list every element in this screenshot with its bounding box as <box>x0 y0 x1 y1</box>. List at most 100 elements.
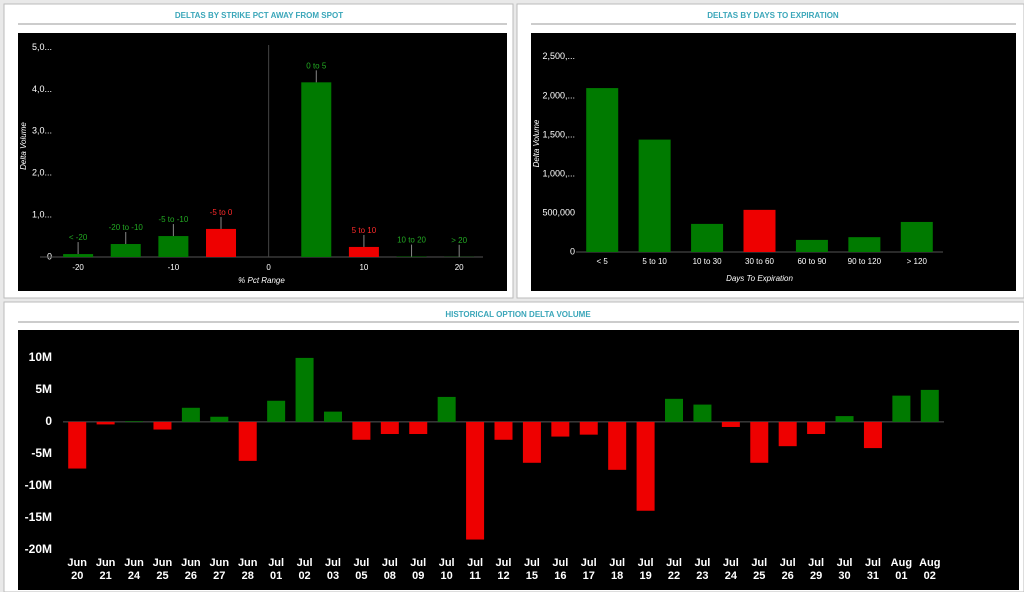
y-tick-label: 0 <box>570 246 575 256</box>
y-tick-label: 3,0... <box>32 126 52 136</box>
x-axis-title: Days To Expiration <box>726 274 793 283</box>
y-tick-label: 0 <box>45 414 52 428</box>
x-tick-label: 0 <box>266 263 271 272</box>
x-tick-label: Jul 26 <box>779 557 796 582</box>
chart-title: DELTAS BY DAYS TO EXPIRATION <box>707 11 839 20</box>
bar <box>920 389 939 422</box>
x-tick-label: Jun 26 <box>181 557 201 582</box>
y-tick-label: 1,000,... <box>542 168 575 178</box>
bar <box>409 421 428 435</box>
plot-background <box>18 33 507 291</box>
plot-background <box>18 330 1019 590</box>
bar <box>181 407 200 422</box>
y-tick-label: -10M <box>25 478 52 492</box>
bar <box>352 421 371 440</box>
x-tick-label: 20 <box>455 263 464 272</box>
x-tick-label: Jul 17 <box>580 557 597 582</box>
bar <box>551 421 570 437</box>
x-tick-label: Jun 21 <box>95 557 116 582</box>
y-tick-label: 1,0... <box>32 209 52 219</box>
bar <box>807 421 826 435</box>
bar <box>380 421 399 435</box>
y-tick-label: -5M <box>31 446 52 460</box>
x-tick-label: > 120 <box>907 257 928 266</box>
bar <box>750 421 769 463</box>
bar <box>295 357 314 422</box>
x-tick-label: Jul 01 <box>268 557 285 582</box>
bar <box>437 396 456 422</box>
bar <box>125 421 144 422</box>
x-tick-label: Jul 23 <box>694 557 711 582</box>
y-axis-title: Delta Volume <box>532 119 541 167</box>
y-tick-label: 2,000,... <box>542 90 575 100</box>
bar <box>795 239 828 252</box>
bar <box>96 421 115 425</box>
y-tick-label: 10M <box>29 350 52 364</box>
bar <box>494 421 513 440</box>
x-tick-label: Jul 02 <box>296 557 313 582</box>
bar <box>238 421 257 461</box>
bar <box>522 421 541 463</box>
x-tick-label: Aug 02 <box>919 557 941 582</box>
x-tick-label: Jul 19 <box>637 557 654 582</box>
bar <box>63 254 94 257</box>
y-tick-label: -20M <box>25 542 52 556</box>
x-tick-label: Jul 15 <box>523 557 540 582</box>
x-tick-label: -20 <box>72 263 84 272</box>
bar <box>665 398 684 422</box>
bar-label: -5 to 0 <box>210 208 233 217</box>
x-tick-label: 90 to 120 <box>848 257 882 266</box>
bar-label: 10 to 20 <box>397 236 426 245</box>
x-tick-label: Jul 25 <box>751 557 768 582</box>
bar <box>68 421 87 469</box>
x-tick-label: Jul 09 <box>410 557 427 582</box>
x-tick-label: Jul 12 <box>495 557 512 582</box>
bar <box>301 82 332 257</box>
bar <box>210 416 229 422</box>
x-tick-label: Jun 28 <box>237 557 258 582</box>
y-tick-label: -15M <box>25 510 52 524</box>
x-tick-label: Jul 03 <box>325 557 341 582</box>
x-tick-label: Jul 24 <box>722 557 739 582</box>
y-tick-label: 0 <box>47 251 52 261</box>
bar-label: > 20 <box>451 236 467 245</box>
bar <box>110 244 141 257</box>
bar <box>892 395 911 422</box>
bar <box>691 223 724 252</box>
x-tick-label: 10 <box>359 263 368 272</box>
x-tick-label: Jun 27 <box>209 557 230 582</box>
bar <box>693 404 712 422</box>
x-tick-label: 60 to 90 <box>797 257 826 266</box>
x-tick-label: Jul 31 <box>864 557 881 582</box>
chart-title: HISTORICAL OPTION DELTA VOLUME <box>445 310 591 319</box>
bar <box>900 221 933 252</box>
y-tick-label: 4,0... <box>32 84 52 94</box>
bar-label: -20 to -10 <box>109 223 144 232</box>
x-tick-label: < 5 <box>597 257 609 266</box>
x-tick-label: Jul 18 <box>609 557 626 582</box>
x-tick-label: -10 <box>168 263 180 272</box>
bar <box>153 421 172 430</box>
y-tick-label: 2,500,... <box>542 51 575 61</box>
x-tick-label: Jul 22 <box>666 557 682 582</box>
x-tick-label: Jul 11 <box>467 557 484 582</box>
chart-title: DELTAS BY STRIKE PCT AWAY FROM SPOT <box>175 11 343 20</box>
x-tick-label: 5 to 10 <box>642 257 667 266</box>
bar-label: < -20 <box>69 233 88 242</box>
bar <box>638 139 671 252</box>
x-tick-label: Jul 08 <box>381 557 398 582</box>
bar <box>206 228 237 257</box>
bar <box>608 421 627 470</box>
bar <box>158 236 189 257</box>
bar <box>743 209 776 252</box>
x-tick-label: Jun 20 <box>67 557 87 582</box>
x-tick-label: Jul 10 <box>438 557 455 582</box>
bar <box>323 411 342 422</box>
bar <box>863 421 882 449</box>
x-tick-label: Jul 30 <box>836 557 853 582</box>
bar <box>348 246 379 257</box>
y-tick-label: 2,0... <box>32 168 52 178</box>
x-tick-label: 10 to 30 <box>693 257 722 266</box>
bar <box>586 88 619 253</box>
